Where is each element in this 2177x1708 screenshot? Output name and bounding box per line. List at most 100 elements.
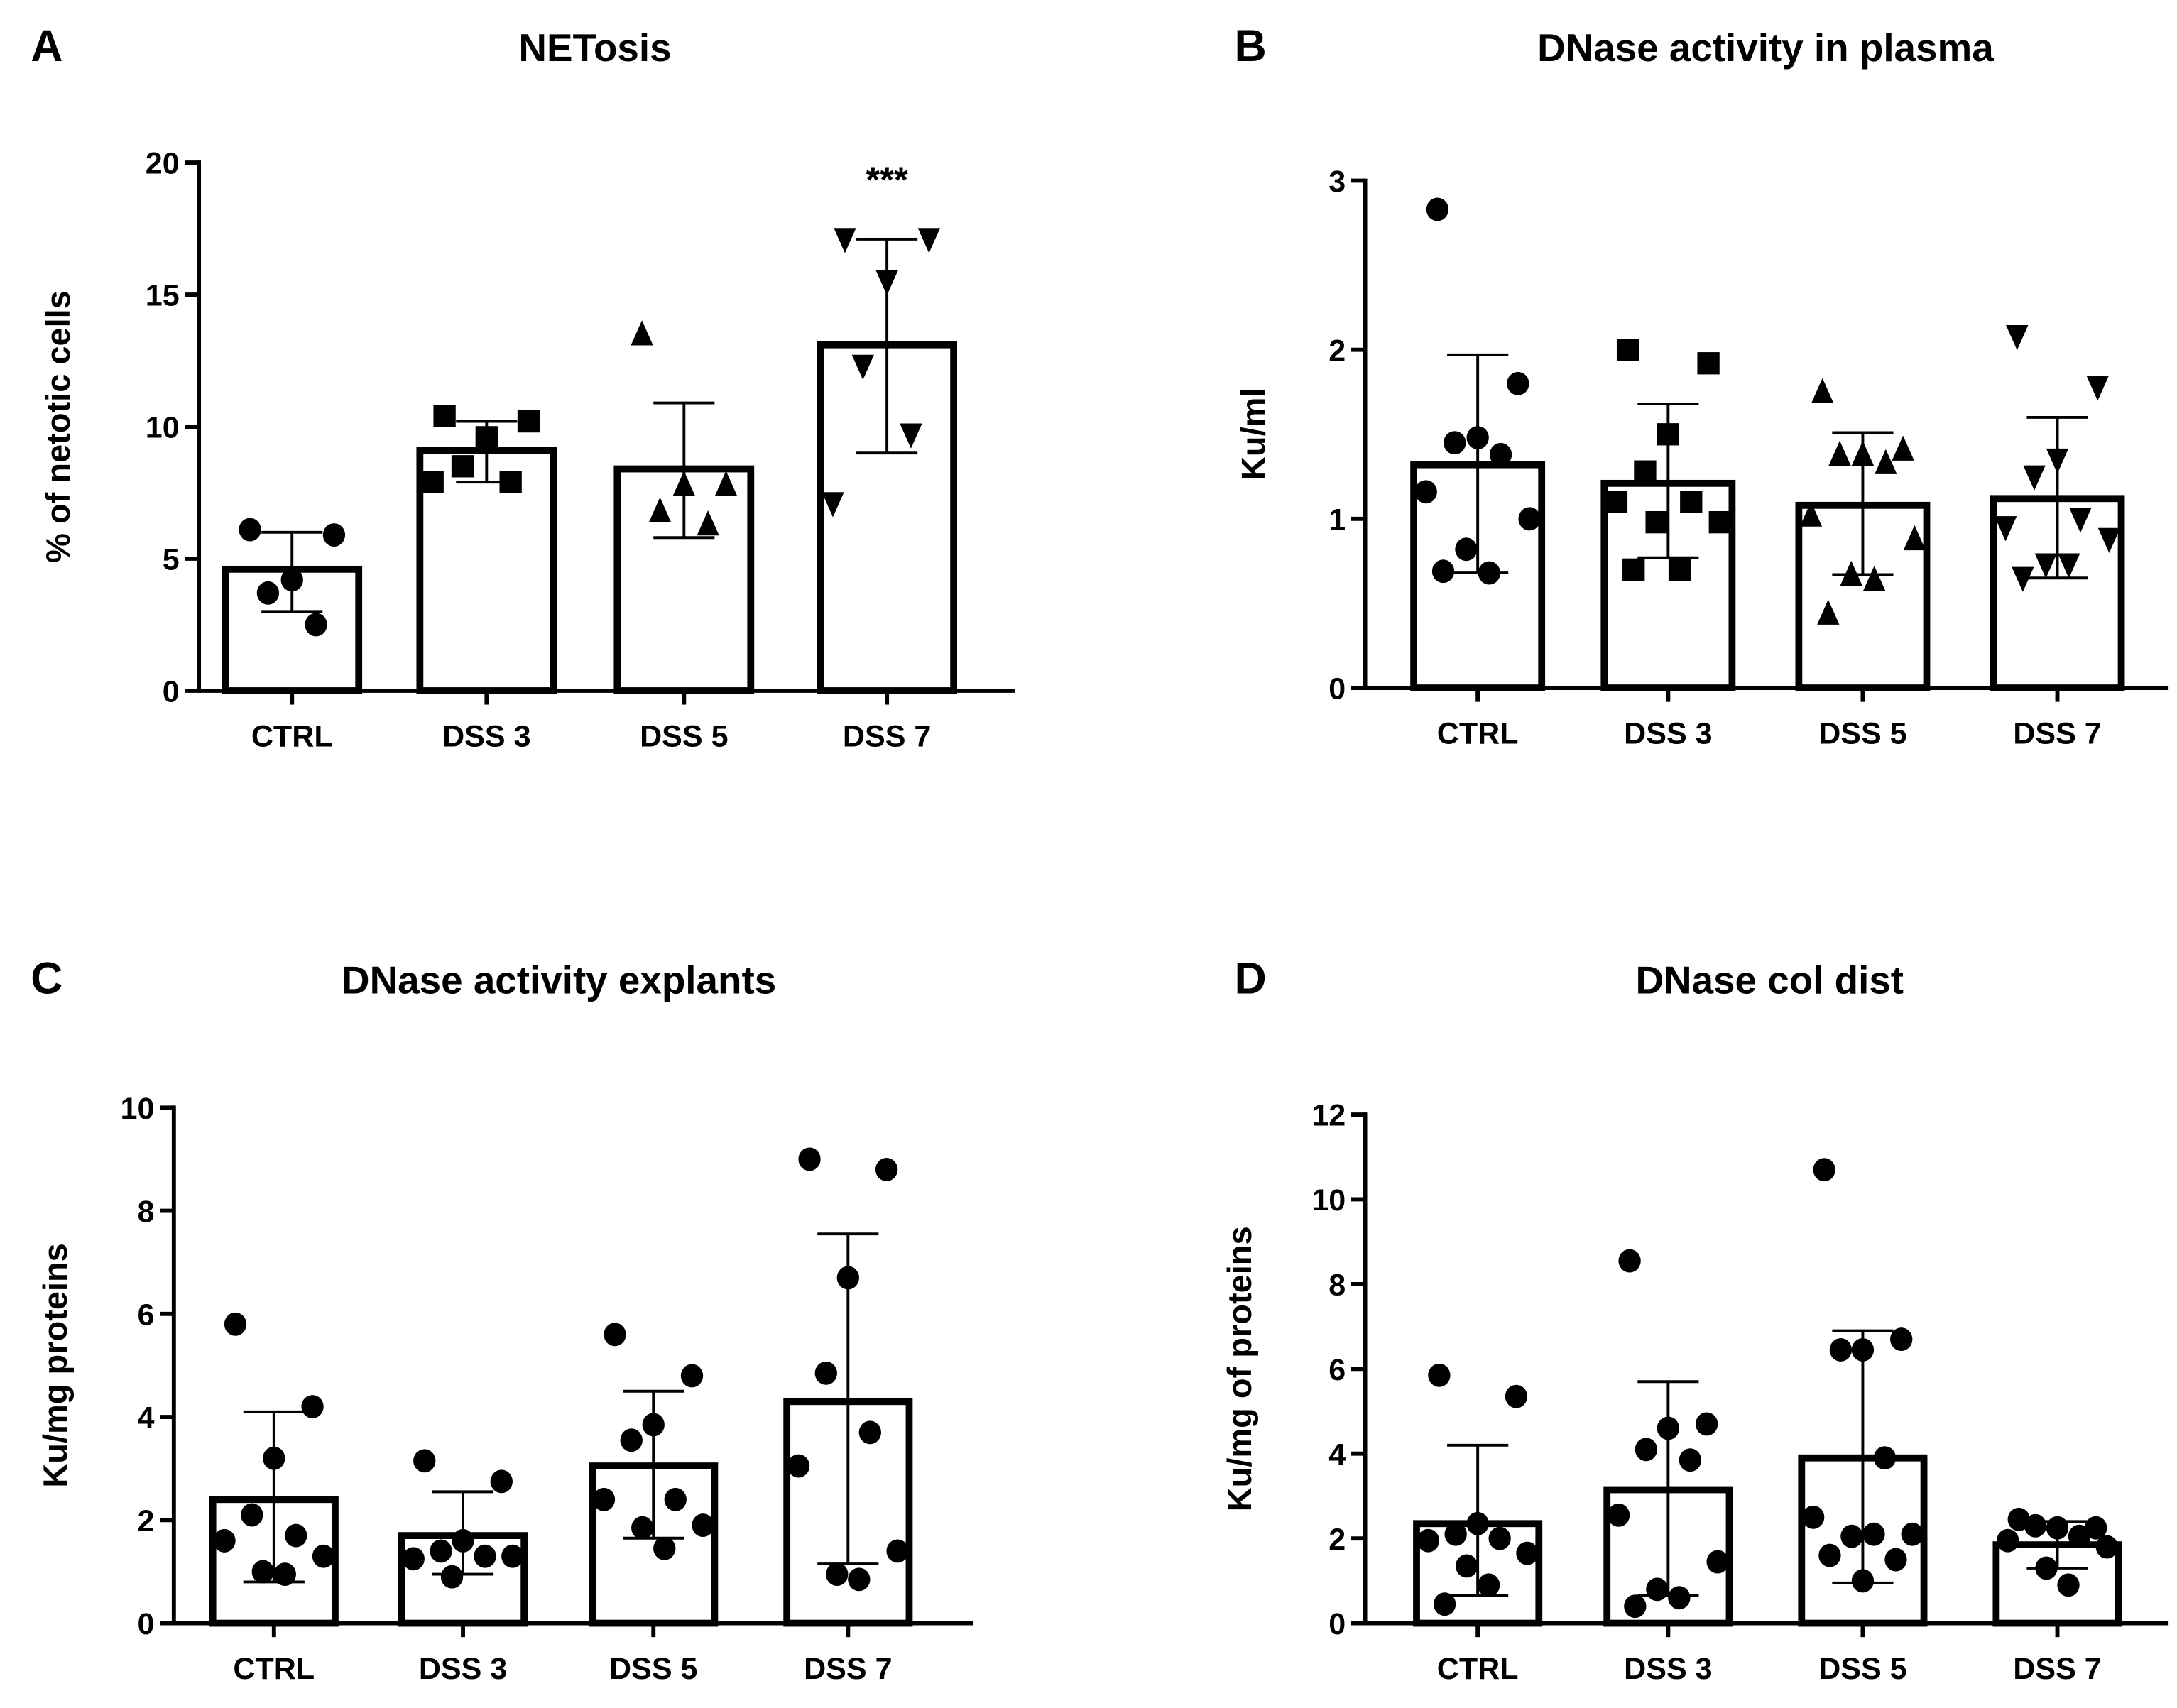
data-point [421,471,444,493]
data-point [653,1536,676,1560]
data-point [1507,371,1529,395]
data-point [501,1544,524,1568]
data-point [1616,339,1639,361]
data-point [1851,440,1875,466]
data-point [1813,1158,1835,1182]
data-point [1697,352,1720,375]
y-tick-label: 5 [163,543,180,577]
data-point [1828,440,1851,466]
data-point [2046,1516,2069,1540]
y-tick-label: 2 [1328,1523,1346,1557]
data-point [851,354,874,381]
data-point [1645,510,1668,534]
data-point [475,426,498,449]
data-point [413,1449,436,1473]
data-point [1444,431,1466,455]
x-tick-label: DSS 7 [2013,716,2101,750]
y-tick-label: 6 [1328,1353,1346,1387]
data-point [631,320,653,346]
data-point [1829,1338,1853,1362]
x-tick-label: DSS 3 [419,1652,507,1686]
data-point [714,471,738,496]
y-axis-label: % of netotic cells [39,290,77,563]
data-point [1862,1522,1885,1546]
data-point [1605,491,1628,513]
data-point [900,423,922,449]
data-point [490,1469,513,1494]
data-point [917,228,940,253]
data-point [664,1487,687,1511]
x-tick-label: CTRL [251,719,333,753]
panel-B: B DNase activity in plasma Ku/ml CTRL DSS 3 D… [1235,21,2169,750]
data-point [1646,1577,1669,1602]
data-point [1818,1543,1841,1567]
data-point [1478,561,1501,585]
data-point [834,228,856,253]
data-point [798,1147,821,1171]
data-point [604,1323,626,1347]
data-point [875,1157,898,1181]
y-tick-label: 4 [137,1401,154,1435]
data-point [1873,1446,1897,1470]
data-point [474,1544,496,1568]
data-point [256,581,280,605]
data-point [1997,1528,2019,1553]
data-point [1624,1594,1647,1619]
data-point [1477,1573,1500,1597]
x-tick-label: DSS 3 [1624,1652,1712,1686]
data-point [1622,558,1645,581]
data-point [1433,1592,1456,1616]
data-point [2024,1513,2047,1538]
data-point [1851,1569,1875,1593]
y-tick-label: 12 [1311,1099,1346,1133]
data-point [440,1565,464,1589]
data-point [2023,465,2046,491]
data-point [280,568,303,592]
data-point [1455,537,1478,562]
data-point [680,1364,704,1388]
data-point [1840,560,1862,586]
data-point [1505,1384,1528,1408]
panel-letter: B [1235,21,1267,71]
data-point [239,518,261,542]
data-point [1489,442,1512,466]
data-point [2046,448,2069,474]
data-point [1657,423,1680,446]
data-point [620,1428,643,1452]
data-point [642,1413,665,1437]
data-point [2068,1524,2091,1548]
y-tick-label: 6 [137,1298,154,1332]
data-point [1817,599,1840,625]
y-tick-label: 15 [146,279,180,313]
y-tick-label: 1 [1328,503,1346,537]
data-point [1801,1505,1825,1529]
data-point [1607,1503,1630,1527]
x-tick-label: DSS 7 [2013,1652,2101,1686]
data-point [836,1266,859,1290]
data-point [251,1560,274,1584]
panel-C: C DNase activity explants Ku/mg proteins CT… [31,954,973,1686]
data-point [1618,1249,1641,1273]
data-point [697,510,719,536]
chart-title: DNase activity explants [342,958,776,1002]
data-point [2057,1573,2080,1597]
y-tick-label: 3 [1328,165,1346,199]
data-point [1428,1363,1451,1387]
y-tick-label: 0 [137,1607,154,1641]
data-point [322,523,346,547]
y-tick-label: 8 [137,1195,154,1229]
data-point [2097,527,2121,554]
data-point [1708,510,1731,534]
x-tick-label: CTRL [1437,1652,1519,1686]
data-point [672,471,695,496]
x-tick-label: CTRL [1437,716,1519,750]
data-point [1679,1448,1702,1472]
data-point [1417,1528,1440,1553]
x-tick-label: DSS 7 [804,1652,892,1686]
y-tick-label: 2 [137,1504,154,1538]
data-point [1516,1541,1539,1565]
x-tick-label: DSS 5 [640,719,728,753]
y-tick-label: 2 [1328,334,1346,368]
data-point [1903,525,1926,551]
